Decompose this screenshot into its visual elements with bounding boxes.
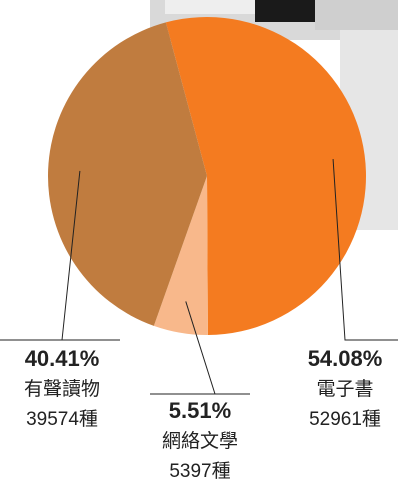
category-label: 有聲讀物 xyxy=(24,378,100,400)
pie-slice xyxy=(165,16,367,335)
value-label: 40.41% xyxy=(25,346,100,371)
pie xyxy=(47,16,367,336)
leader-line xyxy=(332,159,398,341)
pie-slice xyxy=(47,22,207,326)
leader-line xyxy=(150,301,250,395)
category-label: 網絡文學 xyxy=(162,430,238,452)
leader-line xyxy=(0,170,120,341)
value-label: 54.08% xyxy=(308,346,383,371)
count-label: 5397種 xyxy=(169,460,230,482)
pie-slice xyxy=(153,176,208,336)
count-label: 39574種 xyxy=(26,408,98,430)
category-label: 電子書 xyxy=(316,378,373,400)
value-label: 5.51% xyxy=(169,398,231,423)
count-label: 52961種 xyxy=(309,408,381,430)
labels: 54.08% 電子書 52961種 5.51% 網絡文學 5397種 40.41% 有聲讀物 3… xyxy=(0,159,398,482)
